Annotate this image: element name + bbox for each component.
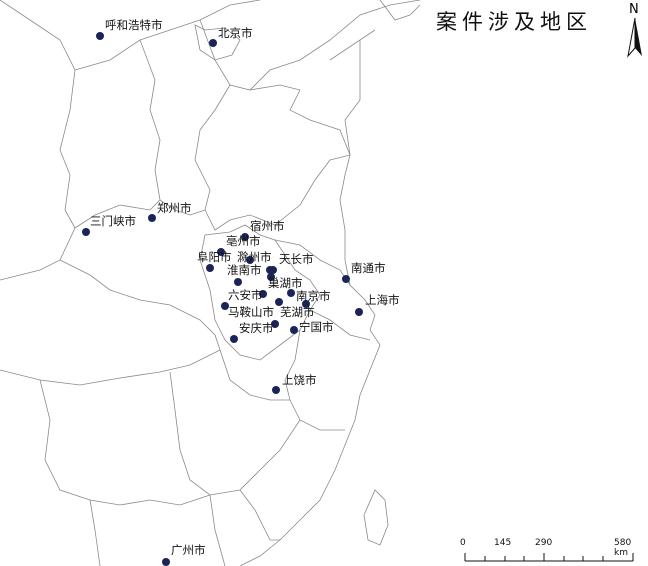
city-label: 宁国市 bbox=[299, 320, 334, 334]
scale-bar-line bbox=[464, 553, 634, 562]
scale-tick-label: 290 bbox=[535, 538, 553, 548]
city-marker[interactable] bbox=[217, 248, 225, 256]
city-label: 天长市 bbox=[279, 252, 314, 266]
city-marker[interactable] bbox=[342, 275, 350, 283]
city-marker[interactable] bbox=[230, 335, 238, 343]
province-boundary bbox=[194, 84, 351, 231]
city-label: 三门峡市 bbox=[90, 214, 136, 228]
province-boundary bbox=[194, 24, 241, 61]
city-label: 亳州市 bbox=[226, 234, 261, 248]
province-boundary bbox=[0, 0, 76, 281]
city-label: 安庆市 bbox=[239, 321, 274, 335]
coastline bbox=[344, 40, 361, 156]
city-marker[interactable] bbox=[302, 300, 310, 308]
scale-bar: 0 145 290 580 km bbox=[455, 538, 645, 564]
city-marker[interactable] bbox=[259, 290, 267, 298]
map-title: 案件涉及地区 bbox=[436, 10, 592, 34]
province-boundary bbox=[239, 489, 280, 541]
north-arrow-icon bbox=[627, 17, 642, 58]
city-marker[interactable] bbox=[290, 326, 298, 334]
province-boundary bbox=[209, 494, 226, 566]
city-label: 巢湖市 bbox=[268, 276, 303, 290]
province-boundary bbox=[89, 499, 101, 566]
city-label: 马鞍山市 bbox=[228, 305, 274, 319]
city-marker[interactable] bbox=[209, 39, 217, 47]
city-label: 呼和浩特市 bbox=[105, 18, 163, 32]
city-marker[interactable] bbox=[272, 386, 280, 394]
province-boundary bbox=[159, 199, 206, 216]
city-marker[interactable] bbox=[246, 256, 254, 264]
city-label: 北京市 bbox=[218, 26, 253, 40]
city-marker[interactable] bbox=[82, 228, 90, 236]
city-marker[interactable] bbox=[206, 264, 214, 272]
city-marker[interactable] bbox=[234, 278, 242, 286]
scale-tick-label: 580 km bbox=[614, 538, 632, 558]
province-boundary bbox=[199, 0, 421, 91]
island bbox=[363, 489, 389, 546]
city-label: 南京市 bbox=[296, 289, 331, 303]
scale-tick-label: 145 bbox=[494, 538, 512, 548]
city-marker[interactable] bbox=[287, 289, 295, 297]
city-label: 郑州市 bbox=[157, 201, 192, 215]
city-label: 上海市 bbox=[365, 293, 400, 307]
city-label: 滁州市 bbox=[237, 250, 272, 264]
coastline bbox=[239, 154, 381, 566]
coastline bbox=[329, 0, 421, 61]
city-label: 上饶市 bbox=[282, 373, 317, 387]
city-marker[interactable] bbox=[269, 266, 277, 274]
province-boundary bbox=[219, 349, 290, 401]
north-label: N bbox=[629, 2, 639, 17]
north-arrow: N bbox=[624, 2, 646, 58]
province-boundary bbox=[74, 0, 261, 71]
city-marker[interactable] bbox=[271, 320, 279, 328]
province-boundary bbox=[74, 39, 161, 229]
city-marker[interactable] bbox=[355, 308, 363, 316]
city-label: 广州市 bbox=[171, 543, 206, 557]
scale-tick-label: 0 bbox=[460, 538, 466, 548]
province-boundary bbox=[274, 239, 351, 286]
city-label: 六安市 bbox=[228, 288, 263, 302]
city-label: 淮南市 bbox=[227, 263, 262, 277]
city-marker[interactable] bbox=[241, 233, 249, 241]
province-boundary bbox=[309, 309, 371, 341]
city-label: 阜阳市 bbox=[197, 250, 232, 264]
city-marker[interactable] bbox=[96, 32, 104, 40]
province-boundary bbox=[59, 259, 221, 351]
city-marker[interactable] bbox=[162, 558, 170, 566]
city-label: 南通市 bbox=[351, 261, 386, 275]
city-label: 芜湖市 bbox=[280, 305, 315, 319]
city-marker[interactable] bbox=[267, 273, 275, 281]
city-label: 宿州市 bbox=[250, 219, 285, 233]
city-marker[interactable] bbox=[275, 298, 283, 306]
city-marker[interactable] bbox=[148, 214, 156, 222]
city-marker[interactable] bbox=[221, 302, 229, 310]
